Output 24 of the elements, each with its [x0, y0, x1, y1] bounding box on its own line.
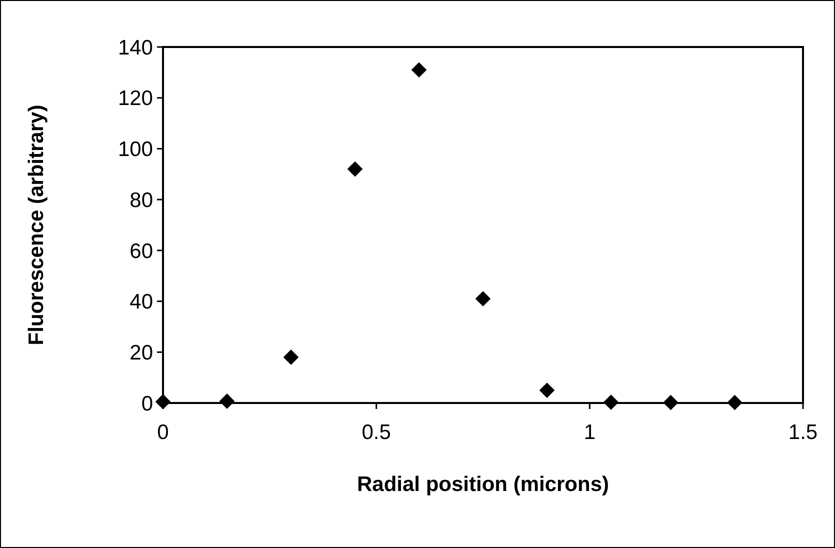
point — [411, 62, 427, 78]
x-tick-label: 0.5 — [362, 421, 391, 444]
point — [155, 394, 171, 410]
y-axis-title: Fluorescence (arbitrary) — [25, 104, 48, 346]
y-tick-label: 80 — [130, 188, 153, 212]
y-tick-label: 100 — [118, 138, 153, 162]
y-tick-label: 60 — [130, 240, 153, 263]
point — [347, 161, 363, 177]
y-tick-label: 140 — [118, 36, 153, 60]
y-tick-label: 0 — [141, 392, 153, 416]
y-tick-label: 20 — [130, 341, 153, 364]
y-tick-label: 40 — [130, 290, 153, 314]
point — [603, 394, 619, 410]
point — [539, 382, 555, 398]
point — [475, 291, 491, 306]
x-tick-label: 1.5 — [788, 421, 818, 444]
point — [219, 394, 235, 409]
x-tick-label: 1 — [584, 421, 596, 444]
x-tick-label: 0 — [157, 421, 169, 444]
y-tick-label: 120 — [118, 87, 153, 110]
x-axis-title: Radial position (microns) — [356, 473, 610, 496]
point — [283, 350, 299, 365]
point — [727, 394, 742, 410]
point — [663, 394, 678, 410]
